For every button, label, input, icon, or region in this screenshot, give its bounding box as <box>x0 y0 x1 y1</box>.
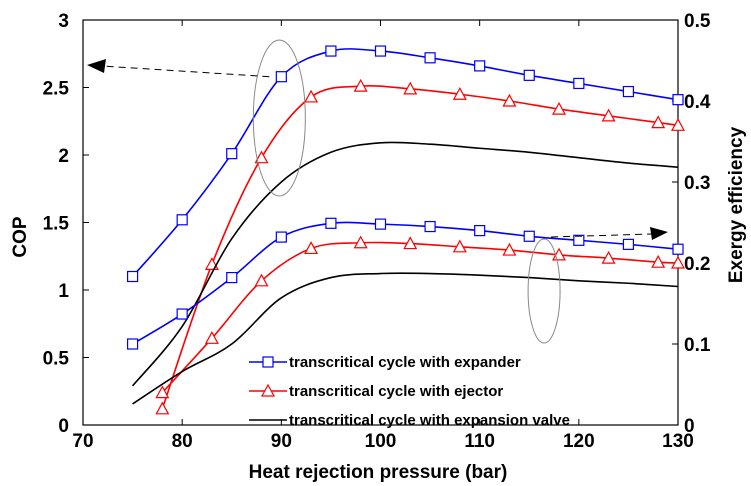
exergy-ejector-marker <box>670 255 686 269</box>
cop-ejector-marker <box>304 89 319 103</box>
x-tick-label: 70 <box>72 431 93 452</box>
y-tick-label: 0 <box>58 416 69 437</box>
exergy-expander-marker <box>275 231 287 243</box>
exergy-expander-marker <box>672 243 684 255</box>
exergy-ejector-marker <box>353 235 368 249</box>
legend: transcritical cycle with expander transcr… <box>249 354 570 429</box>
exergy-ejector-marker <box>651 254 666 268</box>
cop-expander-marker <box>672 94 684 106</box>
cop-expander-marker <box>474 60 486 72</box>
series-layer <box>126 45 686 415</box>
exergy-ejector-marker <box>601 250 616 264</box>
y-tick-label: 0.5 <box>43 349 70 370</box>
cop-ejector-marker <box>551 101 567 115</box>
exergy-ejector-marker <box>403 236 418 250</box>
legend-label: transcritical cycle with expansion valve <box>289 412 570 429</box>
x-tick-label: 100 <box>365 431 397 452</box>
exergy-ejector-marker <box>254 273 269 287</box>
exergy-expander-line <box>132 221 679 345</box>
x-tick-label: 110 <box>464 431 495 452</box>
axis-ticks: 70 80 90 100 110 120 13000.511.522.5300.10.20.… <box>43 11 711 452</box>
exergy-ejector-marker <box>204 331 219 344</box>
exergy-expander-marker <box>176 308 188 320</box>
legend-label: transcritical cycle with ejector <box>289 383 503 400</box>
y2-tick-label: 0.5 <box>684 11 711 32</box>
cop-expander-marker <box>275 71 287 83</box>
cop-expander-marker <box>573 77 585 90</box>
legend-marker <box>262 356 274 368</box>
exergy-ejector-marker <box>304 241 319 255</box>
annotation-ellipse-left <box>252 39 306 197</box>
cop-ejector-marker <box>502 93 517 107</box>
x-tick-label: 90 <box>271 431 292 452</box>
exergy-expander-marker <box>126 338 139 350</box>
cop-ejector-marker <box>651 115 666 129</box>
cop-ejector-marker <box>353 78 368 92</box>
y-tick-label: 1.5 <box>43 214 70 235</box>
annotation-arrowhead-left <box>87 59 106 73</box>
x-tick-label: 130 <box>662 431 694 452</box>
cop-ejector-marker <box>403 81 418 95</box>
cop-expander-marker <box>226 148 238 160</box>
cop-ejector-marker <box>254 150 269 164</box>
annotation-arrow-right <box>551 233 653 238</box>
y-tick-label: 1 <box>58 281 69 302</box>
exergy-expander-marker <box>424 220 436 233</box>
cop-ejector-marker <box>601 108 616 122</box>
x-tick-label: 80 <box>172 431 193 452</box>
y2-axis-title: Exergy efficiency <box>726 126 747 283</box>
x-tick-label: 120 <box>563 431 595 452</box>
annotation-ellipse-right <box>527 238 561 344</box>
y-tick-label: 2.5 <box>43 79 70 100</box>
exergy-ejector-marker <box>502 242 517 256</box>
y-axis-title: COP <box>10 216 31 258</box>
exergy-expander-marker <box>226 271 238 284</box>
cop-expander-marker <box>126 270 139 283</box>
cop-expander-marker <box>424 52 436 64</box>
annotations <box>87 39 668 344</box>
cop-expansion-valve-line <box>131 141 679 387</box>
x-axis-title: Heat rejection pressure (bar) <box>249 462 508 483</box>
y2-tick-label: 0.3 <box>684 173 710 194</box>
exergy-expander-marker <box>325 217 337 229</box>
exergy-expander-marker <box>622 238 635 250</box>
annotation-arrow-left <box>101 65 270 78</box>
y2-tick-label: 0 <box>684 416 695 437</box>
exergy-expander-marker <box>523 230 535 242</box>
y-tick-label: 3 <box>58 11 69 32</box>
cop-ejector-marker <box>670 118 686 131</box>
exergy-expander-marker <box>573 234 585 246</box>
cop-expander-marker <box>523 69 535 81</box>
exergy-ejector-marker <box>155 385 170 399</box>
legend-label: transcritical cycle with expander <box>289 354 521 371</box>
legend-marker <box>260 383 276 397</box>
exergy-expander-marker <box>474 225 486 237</box>
annotation-arrowhead-right <box>650 227 668 240</box>
exergy-expander-marker <box>374 218 387 230</box>
exergy-expansion-valve-line <box>132 272 679 405</box>
cop-expander-marker <box>622 85 635 98</box>
y2-tick-label: 0.1 <box>684 335 711 356</box>
cop-ejector-marker <box>452 86 467 100</box>
y2-tick-label: 0.2 <box>684 254 710 275</box>
cop-expander-marker <box>374 45 387 57</box>
cop-expander-marker <box>176 214 188 226</box>
exergy-ejector-marker <box>452 239 467 253</box>
y2-tick-label: 0.4 <box>684 92 711 113</box>
cop-expander-marker <box>325 45 337 57</box>
cop-ejector-marker <box>155 401 170 415</box>
y-tick-label: 2 <box>58 146 69 167</box>
